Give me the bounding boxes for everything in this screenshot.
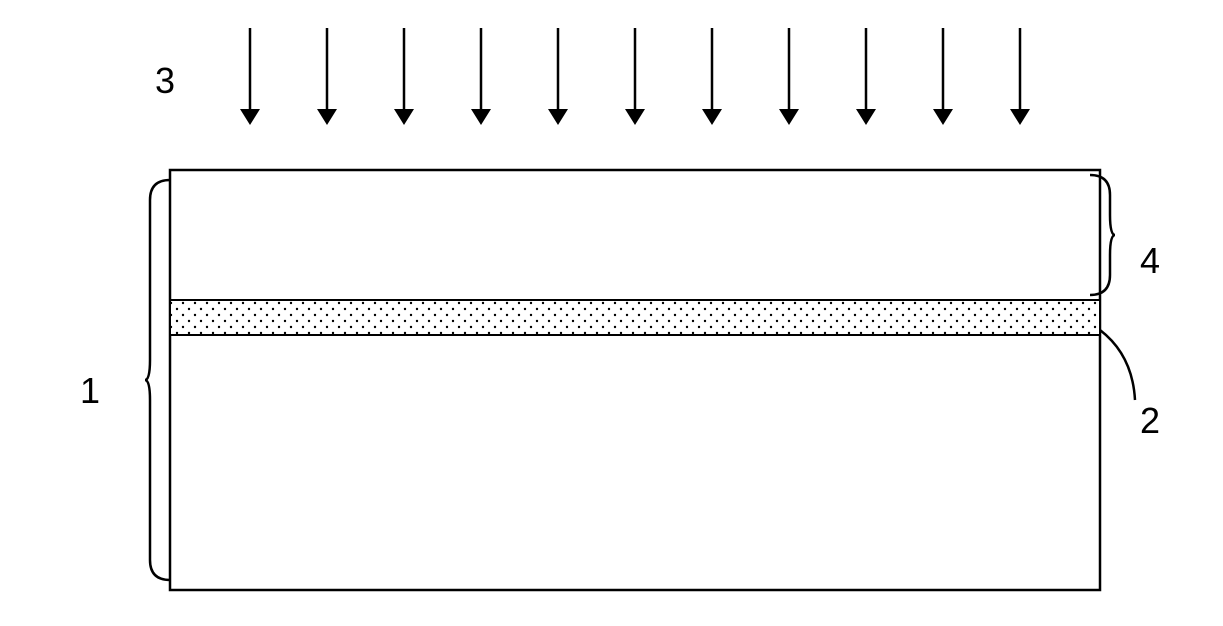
label-arrows: 3 bbox=[155, 60, 175, 102]
label-top-layer: 4 bbox=[1140, 240, 1160, 282]
label-whole: 1 bbox=[80, 370, 100, 412]
middle-layer bbox=[170, 300, 1100, 335]
middle-layer-leader bbox=[1100, 330, 1135, 400]
left-brace bbox=[145, 180, 170, 580]
label-middle-layer: 2 bbox=[1140, 400, 1160, 442]
arrows-group bbox=[240, 28, 1030, 125]
right-brace bbox=[1090, 175, 1115, 295]
structure-outline bbox=[170, 170, 1100, 590]
diagram-svg bbox=[0, 0, 1223, 626]
